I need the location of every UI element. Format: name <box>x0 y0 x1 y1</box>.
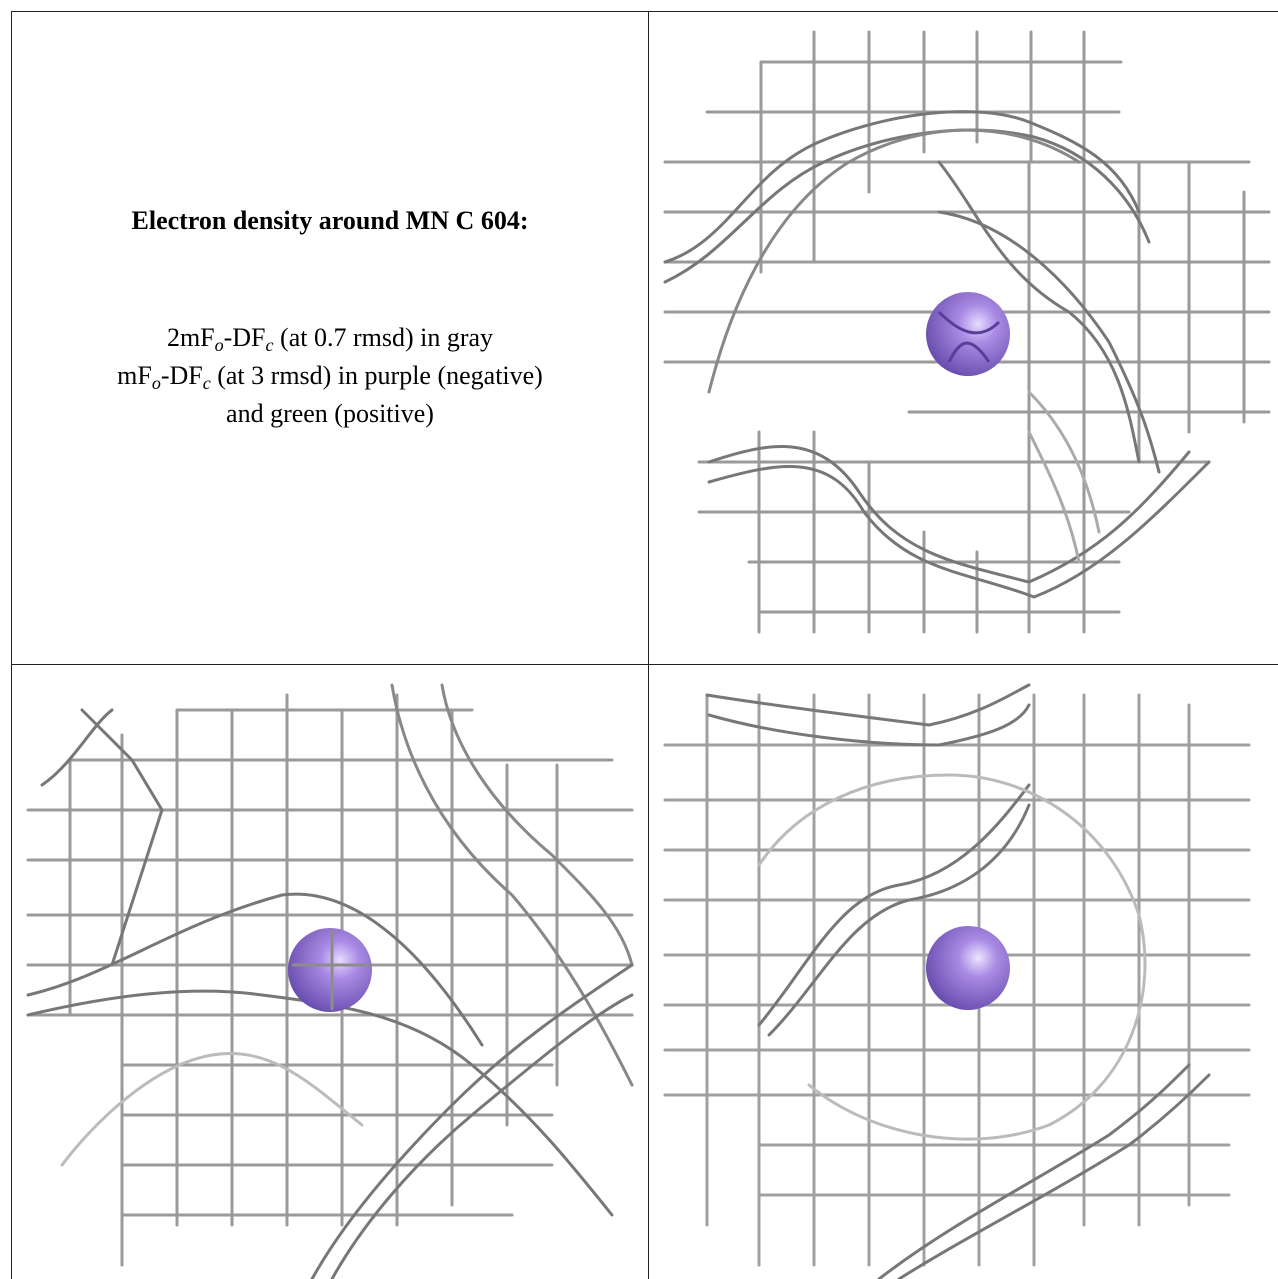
mn-atom-sphere-icon <box>926 926 1010 1010</box>
mn-atom-sphere-icon <box>926 292 1010 376</box>
panel-divider-horizontal <box>11 664 1278 665</box>
density-mesh-bottom-right <box>663 683 1251 1279</box>
figure-title: Electron density around MN C 604: <box>131 206 529 235</box>
density-mesh-bottom-left <box>26 683 634 1279</box>
figure-frame <box>11 11 1278 1279</box>
view-bottom-right <box>649 665 1278 1279</box>
view-bottom-left <box>12 665 648 1279</box>
legend-line-positive: and green (positive) <box>226 399 434 428</box>
mn-atom-sphere-icon <box>288 928 372 1012</box>
panel-divider-vertical <box>648 11 649 1279</box>
legend-line-fo-fc: mFo-DFc (at 3 rmsd) in purple (negative) <box>117 361 543 393</box>
legend-line-2fo-fc: 2mFo-DFc (at 0.7 rmsd) in gray <box>166 323 494 355</box>
density-mesh-top-right <box>663 30 1271 634</box>
legend-panel: Electron density around MN C 604: 2mFo-D… <box>12 12 648 664</box>
view-top-right <box>649 12 1278 664</box>
